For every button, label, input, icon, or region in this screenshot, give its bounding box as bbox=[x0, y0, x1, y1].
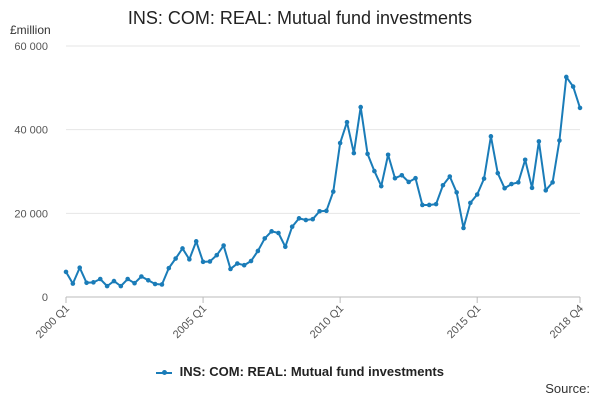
x-tick-label: 2010 Q1 bbox=[308, 303, 346, 341]
data-point bbox=[97, 276, 103, 282]
chart-title: INS: COM: REAL: Mutual fund investments bbox=[127, 8, 473, 28]
data-point bbox=[173, 256, 178, 261]
data-point bbox=[91, 280, 96, 285]
x-tick-label: 2005 Q1 bbox=[171, 303, 209, 341]
data-point bbox=[406, 179, 411, 185]
data-point bbox=[447, 174, 453, 179]
data-point bbox=[200, 259, 206, 265]
data-point bbox=[365, 151, 370, 157]
data-point bbox=[461, 225, 466, 231]
x-tick-labels: 2000 Q1 2005 Q1 2010 Q1 2015 Q1 2018 Q4 bbox=[34, 297, 586, 341]
data-point bbox=[207, 259, 213, 264]
data-point bbox=[214, 252, 220, 258]
y-tick-labels: 0 20 000 40 000 60 000 bbox=[14, 41, 48, 304]
data-point bbox=[255, 248, 261, 254]
data-point bbox=[385, 152, 391, 158]
data-point bbox=[248, 258, 254, 264]
data-point bbox=[372, 168, 377, 174]
data-point bbox=[132, 280, 137, 286]
legend: INS: COM: REAL: Mutual fund investments bbox=[0, 364, 600, 379]
data-point bbox=[488, 134, 494, 139]
data-point bbox=[145, 277, 151, 283]
y-axis-unit-label: £million bbox=[10, 23, 51, 37]
series-line bbox=[65, 75, 581, 288]
data-point bbox=[536, 139, 542, 144]
data-point bbox=[241, 262, 247, 268]
y-tick-label: 0 bbox=[42, 292, 48, 304]
data-point bbox=[337, 140, 343, 146]
data-point bbox=[63, 269, 69, 275]
data-point bbox=[139, 274, 144, 279]
data-point bbox=[351, 150, 357, 156]
data-point bbox=[235, 261, 240, 266]
data-point bbox=[283, 244, 288, 250]
source-label: Source: bbox=[545, 381, 590, 396]
data-point bbox=[118, 283, 124, 289]
x-tick-label: 2018 Q4 bbox=[548, 303, 586, 341]
legend-label: INS: COM: REAL: Mutual fund investments bbox=[179, 364, 444, 379]
data-point bbox=[557, 138, 562, 143]
data-point bbox=[221, 243, 226, 248]
data-point bbox=[529, 185, 535, 191]
data-point bbox=[516, 180, 521, 185]
series-group bbox=[63, 74, 583, 289]
data-point bbox=[577, 105, 583, 111]
data-point bbox=[262, 236, 268, 241]
data-point bbox=[413, 175, 418, 181]
data-point bbox=[543, 188, 549, 193]
data-point bbox=[495, 170, 501, 176]
data-point bbox=[276, 230, 281, 236]
data-point bbox=[152, 281, 158, 287]
x-tick-label: 2000 Q1 bbox=[34, 303, 72, 341]
data-point bbox=[269, 229, 274, 234]
data-point bbox=[420, 202, 425, 208]
data-point bbox=[502, 185, 507, 191]
data-point bbox=[358, 104, 363, 110]
data-point bbox=[187, 257, 192, 262]
y-tick-label: 60 000 bbox=[14, 41, 48, 53]
data-point bbox=[228, 266, 233, 272]
data-point bbox=[440, 183, 446, 188]
data-point bbox=[77, 265, 83, 271]
data-point bbox=[433, 201, 439, 207]
data-point bbox=[392, 175, 398, 181]
data-point bbox=[296, 216, 302, 221]
data-point bbox=[481, 176, 487, 181]
data-point bbox=[84, 280, 89, 286]
x-tick-label: 2015 Q1 bbox=[445, 303, 483, 341]
data-point bbox=[474, 192, 480, 197]
data-point bbox=[454, 190, 459, 195]
y-tick-label: 40 000 bbox=[14, 125, 48, 137]
data-point bbox=[317, 208, 322, 214]
data-point bbox=[104, 283, 110, 289]
data-point bbox=[70, 281, 76, 286]
data-point bbox=[289, 224, 295, 230]
data-point bbox=[378, 183, 384, 189]
data-point bbox=[563, 74, 569, 80]
data-point bbox=[570, 84, 576, 89]
data-point bbox=[125, 276, 130, 282]
data-point bbox=[180, 246, 185, 251]
data-point bbox=[324, 208, 329, 214]
data-point bbox=[344, 119, 350, 125]
data-point bbox=[193, 239, 199, 244]
data-point bbox=[522, 157, 528, 163]
data-point bbox=[426, 202, 432, 208]
data-point bbox=[310, 216, 316, 222]
data-point bbox=[550, 180, 555, 185]
data-point bbox=[166, 265, 172, 271]
y-tick-label: 20 000 bbox=[14, 208, 48, 220]
legend-marker-icon bbox=[156, 369, 173, 375]
data-point bbox=[303, 217, 309, 223]
data-point bbox=[509, 181, 514, 187]
data-point bbox=[111, 278, 117, 284]
data-point bbox=[159, 282, 165, 287]
gridlines bbox=[66, 45, 580, 298]
data-point bbox=[468, 200, 473, 206]
data-point bbox=[330, 189, 336, 194]
data-point bbox=[399, 172, 405, 178]
